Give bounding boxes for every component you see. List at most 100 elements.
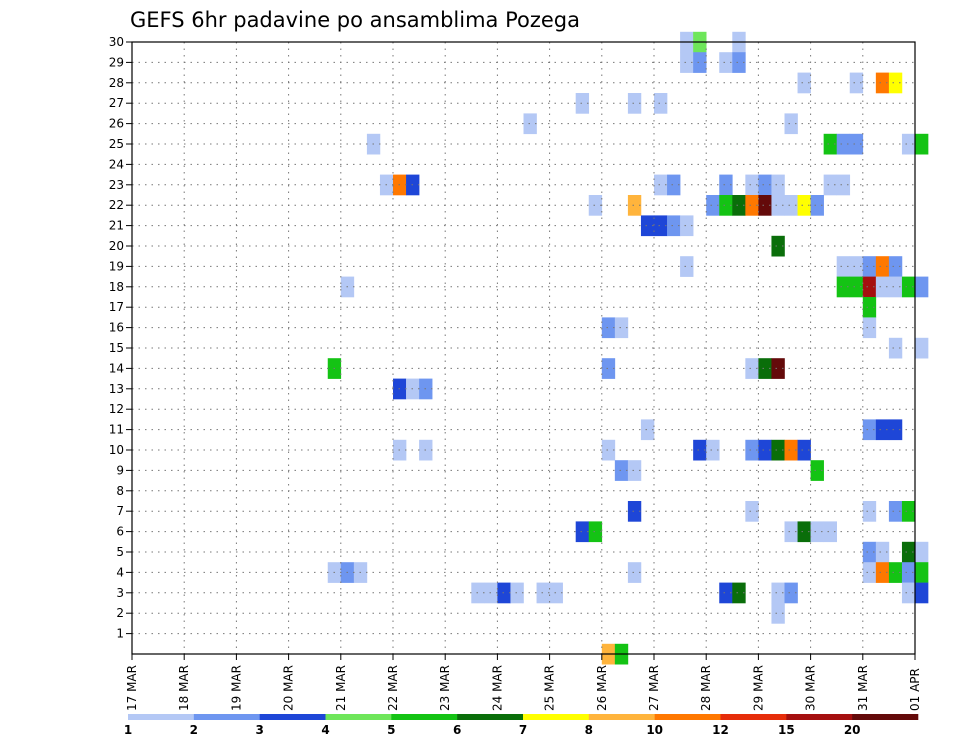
precip-cell bbox=[745, 174, 759, 196]
y-tick-label: 15 bbox=[109, 341, 124, 355]
precip-cell bbox=[810, 521, 824, 543]
precip-cell bbox=[771, 195, 785, 216]
precip-cell bbox=[771, 174, 785, 196]
y-tick-label: 14 bbox=[109, 361, 124, 375]
y-tick-label: 11 bbox=[109, 423, 124, 437]
precip-cell bbox=[862, 541, 877, 563]
precip-cell bbox=[836, 174, 851, 196]
x-tick-label: 22 MAR bbox=[386, 665, 400, 711]
precip-cell bbox=[915, 582, 929, 604]
precip-cell bbox=[719, 174, 733, 196]
legend-label: 20 bbox=[844, 723, 861, 737]
precip-cell bbox=[875, 276, 890, 298]
precip-cell bbox=[706, 195, 720, 216]
legend-swatch bbox=[654, 714, 721, 720]
legend-label: 4 bbox=[321, 723, 329, 737]
precip-cell bbox=[771, 439, 785, 461]
precip-cell bbox=[614, 460, 629, 481]
precip-cell bbox=[601, 439, 616, 461]
precip-cell bbox=[614, 317, 629, 339]
precip-cell bbox=[588, 195, 603, 216]
y-tick-label: 19 bbox=[109, 259, 124, 273]
legend-label: 10 bbox=[646, 723, 663, 737]
precip-cell bbox=[784, 582, 798, 604]
precip-cell bbox=[862, 297, 877, 318]
precip-cell bbox=[875, 541, 890, 563]
precip-cell bbox=[771, 358, 785, 379]
precip-cell bbox=[915, 133, 929, 155]
legend-swatch bbox=[720, 714, 787, 720]
precip-cell bbox=[797, 195, 811, 216]
precip-cell bbox=[523, 113, 537, 135]
precip-cell bbox=[888, 501, 903, 522]
legend-swatch bbox=[391, 714, 458, 720]
x-tick-label: 30 MAR bbox=[804, 665, 818, 711]
precip-cell bbox=[784, 439, 798, 461]
precip-cell bbox=[640, 215, 655, 237]
legend-label: 15 bbox=[778, 723, 795, 737]
precip-cell bbox=[693, 439, 707, 461]
y-tick-label: 29 bbox=[109, 55, 124, 69]
precip-cell bbox=[758, 174, 772, 196]
precip-cell bbox=[901, 562, 916, 583]
y-tick-label: 20 bbox=[109, 239, 124, 253]
precip-cell bbox=[823, 521, 837, 543]
legend-swatch bbox=[523, 714, 590, 720]
precip-cell bbox=[706, 439, 720, 461]
precip-cell bbox=[810, 195, 824, 216]
legend-swatch bbox=[588, 714, 655, 720]
precip-cell bbox=[588, 521, 603, 543]
precip-cell bbox=[667, 174, 681, 196]
x-tick-label: 24 MAR bbox=[490, 665, 504, 711]
legend-swatch bbox=[128, 714, 195, 720]
precip-cell bbox=[862, 562, 877, 583]
precip-cell bbox=[745, 439, 759, 461]
precip-cell bbox=[901, 276, 916, 298]
heatmap-cells bbox=[327, 31, 929, 665]
legend-label: 6 bbox=[453, 723, 461, 737]
precip-cell bbox=[680, 256, 694, 277]
x-tick-label: 19 MAR bbox=[229, 665, 243, 711]
precip-cell bbox=[888, 419, 903, 441]
legend-swatch bbox=[852, 714, 919, 720]
y-tick-label: 7 bbox=[116, 504, 124, 518]
chart-title: GEFS 6hr padavine po ansamblima Pozega bbox=[130, 8, 580, 32]
precip-cell bbox=[654, 174, 668, 196]
y-tick-label: 5 bbox=[116, 545, 124, 559]
precip-cell bbox=[888, 337, 903, 359]
legend-label: 12 bbox=[712, 723, 729, 737]
precip-cell bbox=[627, 195, 642, 216]
precip-cell bbox=[823, 174, 837, 196]
precip-cell bbox=[849, 72, 864, 94]
precip-cell bbox=[875, 562, 890, 583]
precip-cell bbox=[771, 603, 785, 624]
precip-cell bbox=[888, 276, 903, 298]
precip-cell bbox=[732, 582, 746, 604]
precip-cell bbox=[862, 256, 877, 277]
y-tick-label: 13 bbox=[109, 382, 124, 396]
precip-cell bbox=[915, 541, 929, 563]
x-tick-label: 25 MAR bbox=[543, 665, 557, 711]
precip-cell bbox=[601, 358, 616, 379]
precip-cell bbox=[888, 72, 903, 94]
precip-cell bbox=[627, 501, 642, 522]
x-tick-label: 01 APR bbox=[908, 668, 922, 711]
precip-cell bbox=[784, 113, 798, 135]
precip-cell bbox=[862, 276, 877, 298]
precip-cell bbox=[849, 256, 864, 277]
precip-cell bbox=[640, 419, 655, 441]
legend-label: 1 bbox=[124, 723, 132, 737]
y-tick-label: 1 bbox=[116, 627, 124, 641]
precip-cell bbox=[771, 235, 785, 257]
legend-label: 3 bbox=[255, 723, 263, 737]
precip-cell bbox=[719, 582, 733, 604]
precip-cell bbox=[875, 419, 890, 441]
x-tick-label: 23 MAR bbox=[438, 665, 452, 711]
y-tick-label: 27 bbox=[109, 96, 124, 110]
x-tick-label: 31 MAR bbox=[856, 665, 870, 711]
x-tick-label: 20 MAR bbox=[282, 665, 296, 711]
precip-cell bbox=[862, 501, 877, 522]
precip-cell bbox=[627, 93, 642, 114]
legend-label: 8 bbox=[585, 723, 593, 737]
